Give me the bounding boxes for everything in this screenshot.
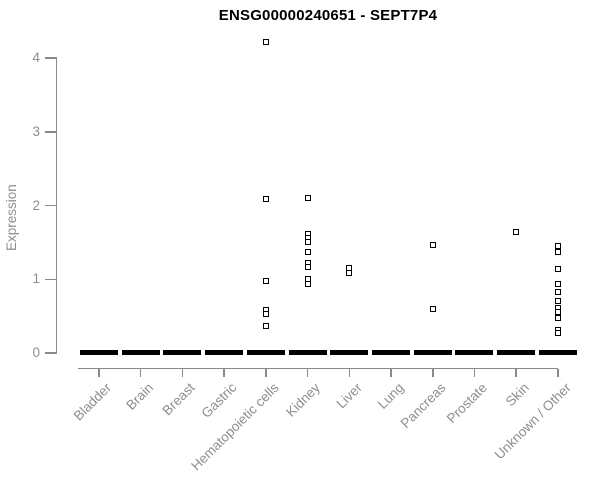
- zero-expression-bar: [121, 349, 160, 355]
- x-axis-line: [78, 367, 558, 369]
- x-tick-label: Kidney: [283, 380, 324, 420]
- data-point: [304, 281, 311, 288]
- data-point: [554, 288, 561, 295]
- data-point: [262, 38, 269, 45]
- x-tick: [306, 369, 309, 377]
- data-point: [304, 195, 311, 202]
- x-tick: [557, 369, 559, 377]
- y-tick: [44, 278, 56, 280]
- x-tick: [139, 369, 142, 377]
- data-point: [262, 277, 269, 284]
- zero-expression-bar: [497, 349, 536, 355]
- x-tick: [265, 369, 267, 377]
- zero-expression-bar: [163, 349, 202, 355]
- data-point: [513, 229, 520, 236]
- data-point: [304, 238, 311, 245]
- zero-expression-bar: [538, 349, 577, 355]
- chart-title: ENSG00000240651 - SEPT7P4: [218, 7, 438, 24]
- data-point: [554, 248, 561, 255]
- x-tick: [473, 369, 476, 377]
- data-point: [304, 248, 311, 255]
- y-axis-title: Expression: [4, 184, 19, 251]
- x-tick: [181, 369, 184, 377]
- zero-expression-bar: [413, 349, 452, 355]
- x-tick: [515, 369, 517, 377]
- x-tick-label: Pancreas: [397, 380, 449, 431]
- data-point: [262, 195, 269, 202]
- x-tick-label: Breast: [159, 380, 199, 419]
- y-tick-label: 0: [32, 345, 40, 360]
- y-tick: [44, 352, 56, 354]
- data-point: [554, 280, 561, 287]
- y-tick-label: 1: [32, 271, 40, 287]
- y-tick: [44, 204, 56, 207]
- x-tick: [390, 369, 392, 377]
- data-point: [346, 270, 353, 277]
- x-tick-label: Lung: [374, 380, 407, 412]
- zero-expression-bar: [288, 349, 327, 355]
- x-tick-label: Liver: [333, 380, 365, 412]
- zero-expression-bar: [330, 349, 369, 355]
- data-point: [554, 265, 561, 272]
- x-tick: [98, 369, 100, 377]
- data-point: [429, 242, 436, 249]
- y-tick-label: 3: [32, 123, 40, 139]
- data-point: [554, 330, 561, 337]
- y-axis-line: [55, 57, 57, 354]
- data-point: [262, 322, 269, 329]
- y-tick-label: 4: [32, 50, 40, 65]
- x-tick-label: Brain: [123, 380, 157, 413]
- zero-expression-bar: [205, 349, 244, 355]
- data-point: [304, 264, 311, 271]
- data-point: [429, 305, 436, 312]
- x-tick-label: Gastric: [198, 380, 240, 421]
- x-tick-label: Unknown / Other: [491, 380, 574, 463]
- data-point: [554, 243, 561, 250]
- x-tick: [223, 369, 225, 377]
- data-point: [554, 297, 561, 304]
- zero-expression-bar: [246, 349, 285, 355]
- y-tick: [44, 131, 56, 133]
- zero-expression-bar: [80, 349, 118, 355]
- zero-expression-bar: [455, 349, 494, 355]
- zero-expression-bar: [372, 349, 411, 355]
- x-tick-label: Bladder: [71, 380, 115, 424]
- y-tick: [44, 57, 56, 59]
- x-tick-label: Prostate: [443, 380, 491, 427]
- x-tick: [432, 369, 434, 377]
- data-point: [262, 310, 269, 317]
- x-tick: [348, 369, 351, 377]
- y-tick-label: 2: [32, 197, 40, 213]
- x-tick-label: Skin: [502, 380, 532, 410]
- data-point: [554, 314, 561, 321]
